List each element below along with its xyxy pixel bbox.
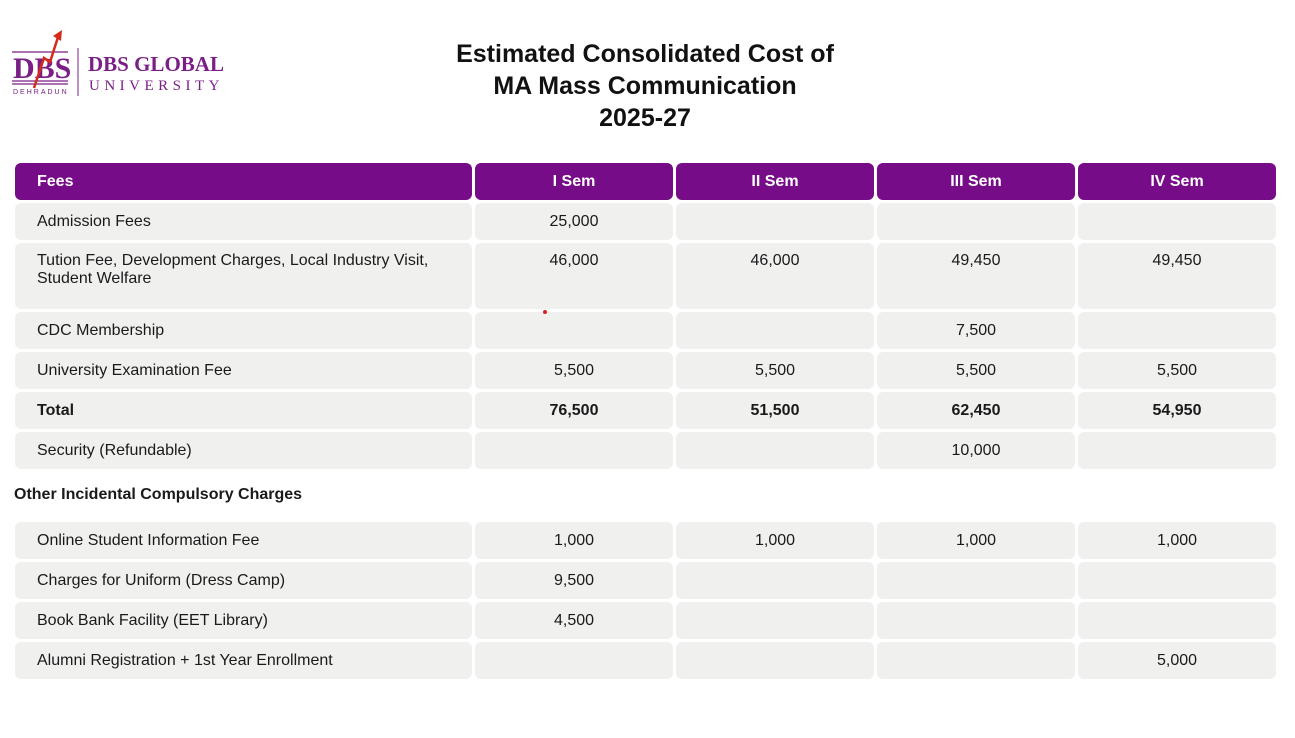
sem-1-value: 4,500 bbox=[475, 602, 673, 639]
sem-2-value bbox=[676, 642, 874, 679]
sem-1-value bbox=[475, 312, 673, 349]
header-sem-2: II Sem bbox=[676, 163, 874, 200]
table-row: CDC Membership 7,500 bbox=[15, 312, 1276, 349]
fee-label: Online Student Information Fee bbox=[15, 522, 472, 559]
sem-1-value: 9,500 bbox=[475, 562, 673, 599]
sem-1-value: 46,000 bbox=[475, 243, 673, 309]
sem-4-value: 1,000 bbox=[1078, 522, 1276, 559]
sem-4-value bbox=[1078, 312, 1276, 349]
sem-1-value bbox=[475, 432, 673, 469]
header-sem-4: IV Sem bbox=[1078, 163, 1276, 200]
sem-3-value: 1,000 bbox=[877, 522, 1075, 559]
fee-label: Total bbox=[15, 392, 472, 429]
title-line-2: MA Mass Communication bbox=[493, 72, 797, 100]
sem-3-value: 10,000 bbox=[877, 432, 1075, 469]
fee-label: Alumni Registration + 1st Year Enrollmen… bbox=[15, 642, 472, 679]
table-row: Book Bank Facility (EET Library) 4,500 bbox=[15, 602, 1276, 639]
sem-1-value: 25,000 bbox=[475, 203, 673, 240]
table-row: Security (Refundable) 10,000 bbox=[15, 432, 1276, 469]
table-row: Online Student Information Fee 1,000 1,000… bbox=[15, 522, 1276, 559]
table-row: Admission Fees 25,000 bbox=[15, 203, 1276, 240]
sem-3-value: 49,450 bbox=[877, 243, 1075, 309]
title-line-3: 2025-27 bbox=[599, 104, 691, 132]
sem-2-value bbox=[676, 312, 874, 349]
sem-1-value: 76,500 bbox=[475, 392, 673, 429]
fees-table: Fees I Sem II Sem III Sem IV Sem Admissi… bbox=[12, 160, 1279, 472]
table-row: Tution Fee, Development Charges, Local I… bbox=[15, 243, 1276, 309]
sem-3-value bbox=[877, 642, 1075, 679]
table-row: Alumni Registration + 1st Year Enrollmen… bbox=[15, 642, 1276, 679]
sem-4-value bbox=[1078, 602, 1276, 639]
other-charges-table: Online Student Information Fee 1,000 1,000… bbox=[12, 519, 1279, 682]
sem-3-value bbox=[877, 562, 1075, 599]
section-title: Other Incidental Compulsory Charges bbox=[14, 486, 303, 503]
table-row: Charges for Uniform (Dress Camp) 9,500 bbox=[15, 562, 1276, 599]
sem-2-value: 46,000 bbox=[676, 243, 874, 309]
sem-4-value bbox=[1078, 562, 1276, 599]
fee-label: Security (Refundable) bbox=[15, 432, 472, 469]
table-row: Total 76,500 51,500 62,450 54,950 bbox=[15, 392, 1276, 429]
sem-2-value bbox=[676, 562, 874, 599]
sem-2-value: 1,000 bbox=[676, 522, 874, 559]
sem-1-value: 1,000 bbox=[475, 522, 673, 559]
sem-2-value: 51,500 bbox=[676, 392, 874, 429]
fee-label: University Examination Fee bbox=[15, 352, 472, 389]
dbs-logo: DBS DEHRADUN DBS GLOBAL UNIVERSITY bbox=[12, 30, 224, 96]
sem-4-value: 49,450 bbox=[1078, 243, 1276, 309]
sem-2-value bbox=[676, 432, 874, 469]
header-row: Fees I Sem II Sem III Sem IV Sem bbox=[15, 163, 1276, 200]
sem-3-value: 5,500 bbox=[877, 352, 1075, 389]
sem-3-value bbox=[877, 203, 1075, 240]
sem-4-value: 54,950 bbox=[1078, 392, 1276, 429]
title-line-1: Estimated Consolidated Cost of bbox=[456, 40, 834, 68]
header-sem-3: III Sem bbox=[877, 163, 1075, 200]
fee-label: CDC Membership bbox=[15, 312, 472, 349]
svg-text:UNIVERSITY: UNIVERSITY bbox=[89, 78, 224, 94]
header-fees: Fees bbox=[15, 163, 472, 200]
sem-2-value: 5,500 bbox=[676, 352, 874, 389]
sem-3-value: 62,450 bbox=[877, 392, 1075, 429]
cursor-dot bbox=[543, 310, 547, 314]
header-sem-1: I Sem bbox=[475, 163, 673, 200]
fee-label: Tution Fee, Development Charges, Local I… bbox=[15, 243, 472, 309]
svg-text:DEHRADUN: DEHRADUN bbox=[13, 89, 69, 96]
sem-4-value: 5,000 bbox=[1078, 642, 1276, 679]
sem-4-value bbox=[1078, 203, 1276, 240]
sem-3-value: 7,500 bbox=[877, 312, 1075, 349]
sem-4-value bbox=[1078, 432, 1276, 469]
svg-text:DBS: DBS bbox=[13, 52, 71, 85]
fee-label: Admission Fees bbox=[15, 203, 472, 240]
fee-label: Charges for Uniform (Dress Camp) bbox=[15, 562, 472, 599]
sem-2-value bbox=[676, 602, 874, 639]
svg-text:DBS GLOBAL: DBS GLOBAL bbox=[88, 52, 224, 76]
fee-label: Book Bank Facility (EET Library) bbox=[15, 602, 472, 639]
table-row: University Examination Fee 5,500 5,500 5,50… bbox=[15, 352, 1276, 389]
sem-3-value bbox=[877, 602, 1075, 639]
sem-4-value: 5,500 bbox=[1078, 352, 1276, 389]
sem-1-value bbox=[475, 642, 673, 679]
sem-1-value: 5,500 bbox=[475, 352, 673, 389]
sem-2-value bbox=[676, 203, 874, 240]
page-title: Estimated Consolidated Cost of MA Mass C… bbox=[400, 38, 890, 134]
